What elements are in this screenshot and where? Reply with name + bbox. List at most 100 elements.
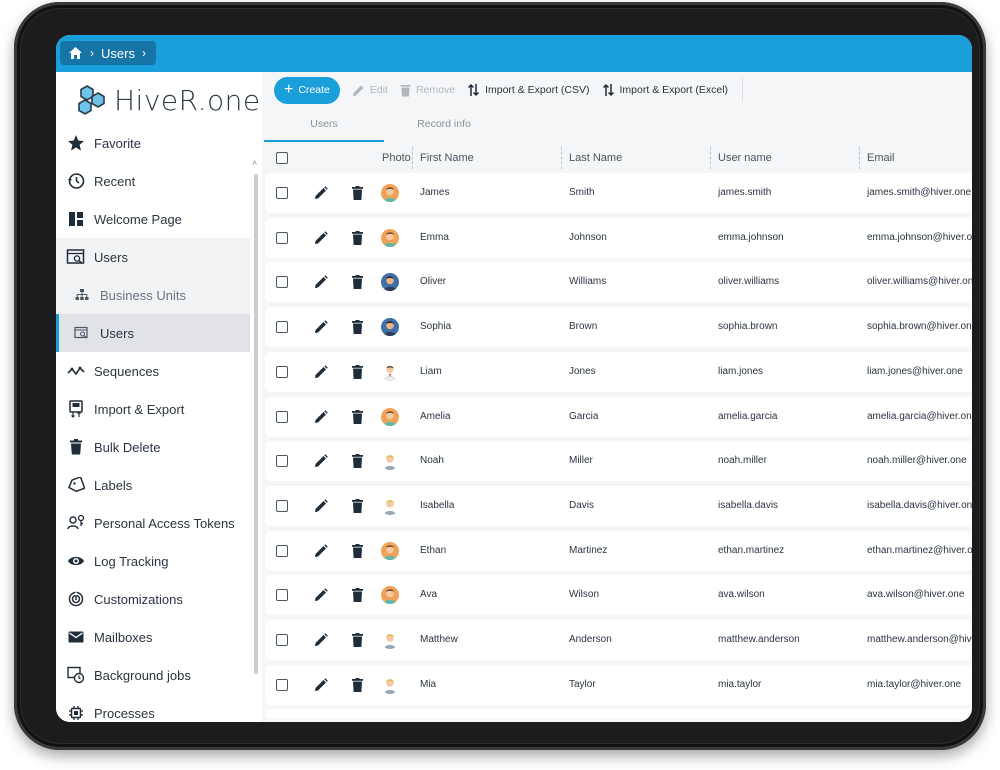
avatar [381,675,399,694]
sidebar-item-users[interactable]: Users [56,314,250,352]
row-checkbox[interactable] [276,276,288,289]
delete-trash-icon[interactable] [352,186,363,200]
row-checkbox[interactable] [276,499,288,512]
delete-trash-icon[interactable] [352,364,363,379]
delete-trash-icon[interactable] [352,633,363,647]
delete-trash-icon[interactable] [352,588,363,603]
delete-trash-icon[interactable] [352,409,363,424]
sidebar-item-favorite[interactable]: Favorite [56,124,250,162]
import-export-excel-button[interactable]: Import & Export (Excel) [602,83,728,97]
sidebar-item-log-tracking[interactable]: Log Tracking [56,542,250,580]
table-row[interactable]: James Smith james.smith james.smith@hiver.o… [265,173,972,213]
row-checkbox[interactable] [276,678,288,691]
edit-pencil-icon[interactable] [314,320,328,334]
row-checkbox[interactable] [276,455,288,468]
table-row[interactable]: Matthew Anderson matthew.anderson matthew.a… [265,620,972,660]
edit-pencil-icon[interactable] [314,186,328,200]
row-checkbox[interactable] [276,589,288,602]
column-divider [561,147,562,169]
delete-trash-icon[interactable] [352,230,363,245]
cell-email: liam.jones@hiver.one [867,365,963,377]
sidebar-item-label: Background jobs [94,667,191,683]
trash-icon [400,84,411,96]
delete-trash-icon[interactable] [352,320,363,335]
sidebar-scrollbar[interactable]: ˄ ˅ [252,134,259,684]
edit-pencil-icon[interactable] [314,454,328,468]
delete-trash-icon[interactable] [352,275,363,290]
delete-trash-icon[interactable] [352,498,363,513]
cell-user-name: mia.taylor [718,678,762,690]
sidebar-item-background-jobs[interactable]: Background jobs [56,656,250,694]
table-row[interactable]: Isabella Davis isabella.davis isabella.davi… [265,485,972,526]
cell-first-name: Emma [420,231,449,243]
table-row[interactable]: Mia Taylor mia.taylor mia.taylor@hiver.one [265,664,972,705]
edit-pencil-icon[interactable] [314,364,328,379]
table-row[interactable]: Ethan Martinez ethan.martinez ethan.martine… [265,530,972,571]
table-row[interactable]: Oliver Williams oliver.williams oliver.will… [265,262,972,303]
home-icon[interactable] [68,46,83,60]
sidebar-item-labels[interactable]: Labels [56,466,250,504]
sidebar-item-business-units[interactable]: Business Units [56,276,250,314]
table-row[interactable]: Liam Jones liam.jones liam.jones@hiver.one [265,351,972,392]
row-checkbox[interactable] [276,187,288,199]
edit-pencil-icon[interactable] [314,275,328,289]
table-row[interactable]: Noah Miller noah.miller noah.miller@hiver.o… [265,441,972,482]
user-card-icon [66,247,86,267]
column-photo[interactable]: Photo [382,152,411,164]
tab-record-info[interactable]: Record info [417,118,471,130]
sidebar-item-label: Customizations [94,591,183,607]
sidebar-group-users: Users Business Units Users [56,238,250,352]
tab-users[interactable]: Users [264,110,384,142]
sidebar-item-mailboxes[interactable]: Mailboxes [56,618,250,656]
sidebar-item-bulk-delete[interactable]: Bulk Delete [56,428,250,466]
row-checkbox[interactable] [276,634,288,646]
column-email[interactable]: Email [867,152,895,164]
column-first-name[interactable]: First Name [420,152,474,164]
edit-pencil-icon[interactable] [314,543,328,558]
create-button[interactable]: + Create [274,76,340,104]
row-checkbox[interactable] [276,410,288,423]
delete-trash-icon[interactable] [352,543,363,558]
cell-user-name: isabella.davis [718,499,779,511]
edit-pencil-icon[interactable] [314,409,328,424]
table-row[interactable]: Emma Johnson emma.johnson emma.johnson@hive… [265,217,972,258]
column-user-name[interactable]: User name [718,152,772,164]
sidebar-item-sequences[interactable]: Sequences [56,352,250,390]
cell-first-name: Noah [420,455,444,467]
sidebar-item-customizations[interactable]: Customizations [56,580,250,618]
table-row[interactable]: Ava Wilson ava.wilson ava.wilson@hiver.one [265,575,972,616]
remove-button[interactable]: Remove [400,84,455,97]
edit-pencil-icon[interactable] [314,499,328,513]
sidebar-item-personal-access-tokens[interactable]: Personal Access Tokens [56,504,250,542]
cell-email: matthew.anderson@hiver.one [867,634,972,645]
sidebar-item-import-export[interactable]: Import & Export [56,390,250,428]
edit-pencil-icon[interactable] [314,588,328,602]
sidebar-item-processes[interactable]: Processes [56,694,250,722]
edit-pencil-icon[interactable] [314,633,328,647]
scroll-thumb[interactable] [254,174,258,674]
table-row[interactable]: Amelia Garcia amelia.garcia amelia.garcia@h… [265,396,972,437]
cell-first-name: Sophia [420,321,452,333]
sidebar-item-label: Labels [94,477,133,493]
edit-pencil-icon[interactable] [314,677,328,692]
scroll-up-icon[interactable]: ˄ [252,158,258,168]
row-checkbox[interactable] [276,321,288,334]
column-last-name[interactable]: Last Name [569,152,623,164]
sidebar-item-welcome-page[interactable]: Welcome Page [56,200,250,238]
column-divider [412,147,413,169]
row-checkbox[interactable] [276,365,288,378]
edit-pencil-icon[interactable] [314,230,328,245]
row-checkbox[interactable] [276,231,288,244]
sidebar-item-recent[interactable]: Recent [56,162,250,200]
delete-trash-icon[interactable] [352,454,363,469]
select-all-checkbox[interactable] [276,152,288,164]
cell-user-name: amelia.garcia [718,410,778,422]
import-export-csv-button[interactable]: Import & Export (CSV) [467,83,590,97]
breadcrumb-item-users[interactable]: Users [101,45,135,61]
edit-button[interactable]: Edit [352,84,388,97]
table-row[interactable]: Sophia Brown sophia.brown sophia.brown@hive… [265,307,972,348]
avatar [381,273,399,292]
sidebar-item-users-group[interactable]: Users [56,238,250,276]
row-checkbox[interactable] [276,544,288,557]
delete-trash-icon[interactable] [352,677,363,692]
